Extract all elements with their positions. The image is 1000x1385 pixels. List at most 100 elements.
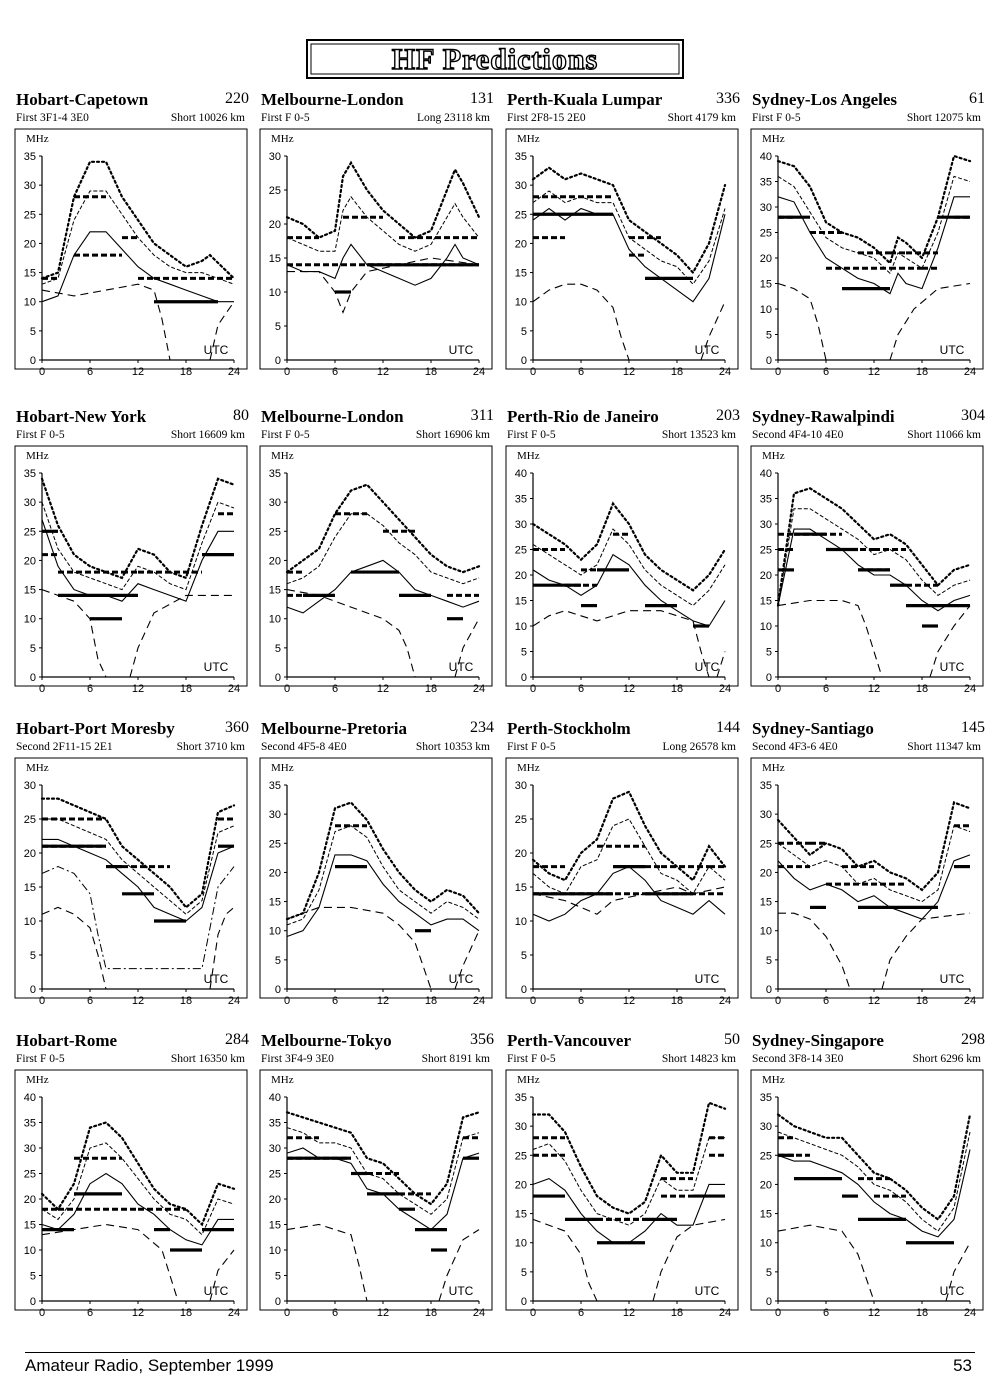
path-distance: Short 13523 km (661, 429, 736, 441)
bearing-degrees: 311 (470, 407, 494, 424)
frequency-chart: MHz UTC 0 5 10 15 20 25 30 35 40 0 6 12 18 24 (259, 1069, 494, 1344)
luf-series (286, 906, 480, 990)
route-title: Hobart-Port Moresby (16, 719, 175, 738)
route-title: Sydney-Santiago (752, 719, 874, 738)
y-tick-label: 5 (766, 330, 772, 342)
y-tick-label: 30 (24, 1143, 36, 1155)
muf-low-series (286, 854, 480, 938)
muf-low-series (532, 207, 726, 303)
muf-median-series (532, 528, 726, 607)
x-tick-label: 18 (916, 366, 928, 378)
y-tick-label: 40 (269, 1092, 281, 1104)
y-tick-label: 15 (24, 268, 36, 280)
propagation-mode: Second 4F3-6 4E0 (752, 741, 838, 753)
chart-svg: MHz UTC 0 5 10 15 20 25 30 35 40 0 6 12 18 24 (750, 445, 984, 695)
chart-svg: MHz UTC 0 5 10 15 20 25 30 0 6 12 18 24 (505, 757, 739, 1007)
muf-median-series (286, 1127, 480, 1215)
x-tick-label: 24 (719, 366, 731, 378)
propagation-mode: Second 3F8-14 3E0 (752, 1053, 844, 1065)
muf-low-series (41, 231, 234, 303)
y-tick-label: 20 (269, 555, 281, 567)
propagation-mode: First F 0-5 (507, 429, 556, 441)
chart-svg: MHz UTC 0 5 10 15 20 25 30 35 40 0 6 12 18 24 (750, 128, 984, 378)
y-tick-label: 5 (766, 955, 772, 967)
bearing-degrees: 336 (716, 90, 740, 107)
footer-publication: Amateur Radio, September 1999 (25, 1356, 274, 1375)
path-distance: Short 10353 km (415, 741, 490, 753)
y-tick-label: 10 (24, 1245, 36, 1257)
x-tick-label: 6 (332, 683, 338, 695)
x-tick-label: 0 (775, 1307, 781, 1319)
x-tick-label: 0 (530, 995, 536, 1007)
luf-series (532, 1218, 726, 1302)
y-tick-label: 5 (766, 1267, 772, 1279)
y-tick-label: 15 (760, 1209, 772, 1221)
muf-low-series (777, 196, 970, 295)
muf-low-series (286, 243, 480, 286)
x-tick-label: 0 (775, 683, 781, 695)
y-tick-label: 35 (269, 780, 281, 792)
muf-median-series (532, 1137, 725, 1226)
panel-header: Perth-Vancouver 50 (505, 1031, 740, 1051)
muf-median-series (286, 825, 480, 926)
x-tick-label: 6 (823, 683, 829, 695)
bearing-degrees: 234 (470, 719, 494, 736)
x-axis-label: UTC (449, 1284, 474, 1298)
y-axis-label: MHz (517, 133, 540, 145)
x-tick-label: 24 (473, 683, 485, 695)
luf-series (532, 610, 726, 678)
y-tick-label: 0 (275, 1296, 281, 1308)
route-title: Hobart-Capetown (16, 90, 149, 109)
x-axis-label: UTC (449, 343, 474, 357)
x-axis-label: UTC (449, 660, 474, 674)
y-tick-label: 10 (515, 621, 527, 633)
path-distance: Long 26578 km (662, 741, 736, 753)
route-title: Perth-Vancouver (507, 1031, 632, 1050)
x-tick-label: 24 (473, 995, 485, 1007)
y-tick-label: 0 (521, 355, 527, 367)
y-tick-label: 25 (269, 185, 281, 197)
y-tick-label: 10 (760, 1238, 772, 1250)
propagation-mode: First 3F1-4 3E0 (16, 112, 89, 124)
propagation-mode: First F 0-5 (261, 429, 310, 441)
muf-high-series (531, 790, 727, 882)
muf-median-series (41, 501, 235, 591)
x-tick-label: 6 (87, 683, 93, 695)
y-tick-label: 0 (30, 1296, 36, 1308)
y-tick-label: 25 (760, 1150, 772, 1162)
x-tick-label: 12 (623, 366, 635, 378)
muf-low-series (777, 854, 971, 920)
x-tick-label: 12 (623, 995, 635, 1007)
x-tick-label: 0 (775, 995, 781, 1007)
x-tick-label: 0 (530, 1307, 536, 1319)
muf-high-series (285, 160, 481, 239)
y-tick-label: 30 (24, 497, 36, 509)
luf-series (41, 283, 235, 361)
y-axis-label: MHz (26, 450, 49, 462)
propagation-mode: First 3F4-9 3E0 (261, 1053, 334, 1065)
y-tick-label: 5 (521, 326, 527, 338)
y-tick-label: 15 (269, 253, 281, 265)
bearing-degrees: 284 (225, 1031, 249, 1048)
panel-header: Hobart-New York 80 (14, 407, 249, 427)
y-tick-label: 30 (269, 809, 281, 821)
y-tick-label: 30 (24, 180, 36, 192)
x-tick-label: 6 (578, 683, 584, 695)
path-distance: Short 10026 km (170, 112, 245, 124)
muf-median-series (41, 190, 235, 285)
y-tick-label: 30 (269, 497, 281, 509)
y-tick-label: 25 (515, 1150, 527, 1162)
frequency-chart: MHz UTC 0 5 10 15 20 25 30 35 0 6 12 18 24 (259, 445, 494, 720)
path-distance: Long 23118 km (416, 112, 490, 124)
x-tick-label: 24 (719, 683, 731, 695)
x-tick-label: 6 (87, 366, 93, 378)
y-tick-label: 0 (275, 355, 281, 367)
chart-frame (750, 128, 984, 370)
y-tick-label: 35 (269, 1118, 281, 1130)
bearing-degrees: 203 (716, 407, 740, 424)
x-tick-label: 18 (180, 683, 192, 695)
y-tick-label: 35 (269, 468, 281, 480)
frequency-chart: MHz UTC 0 5 10 15 20 25 30 35 0 6 12 18 24 (14, 445, 249, 720)
y-tick-label: 20 (24, 848, 36, 860)
y-tick-label: 20 (760, 867, 772, 879)
